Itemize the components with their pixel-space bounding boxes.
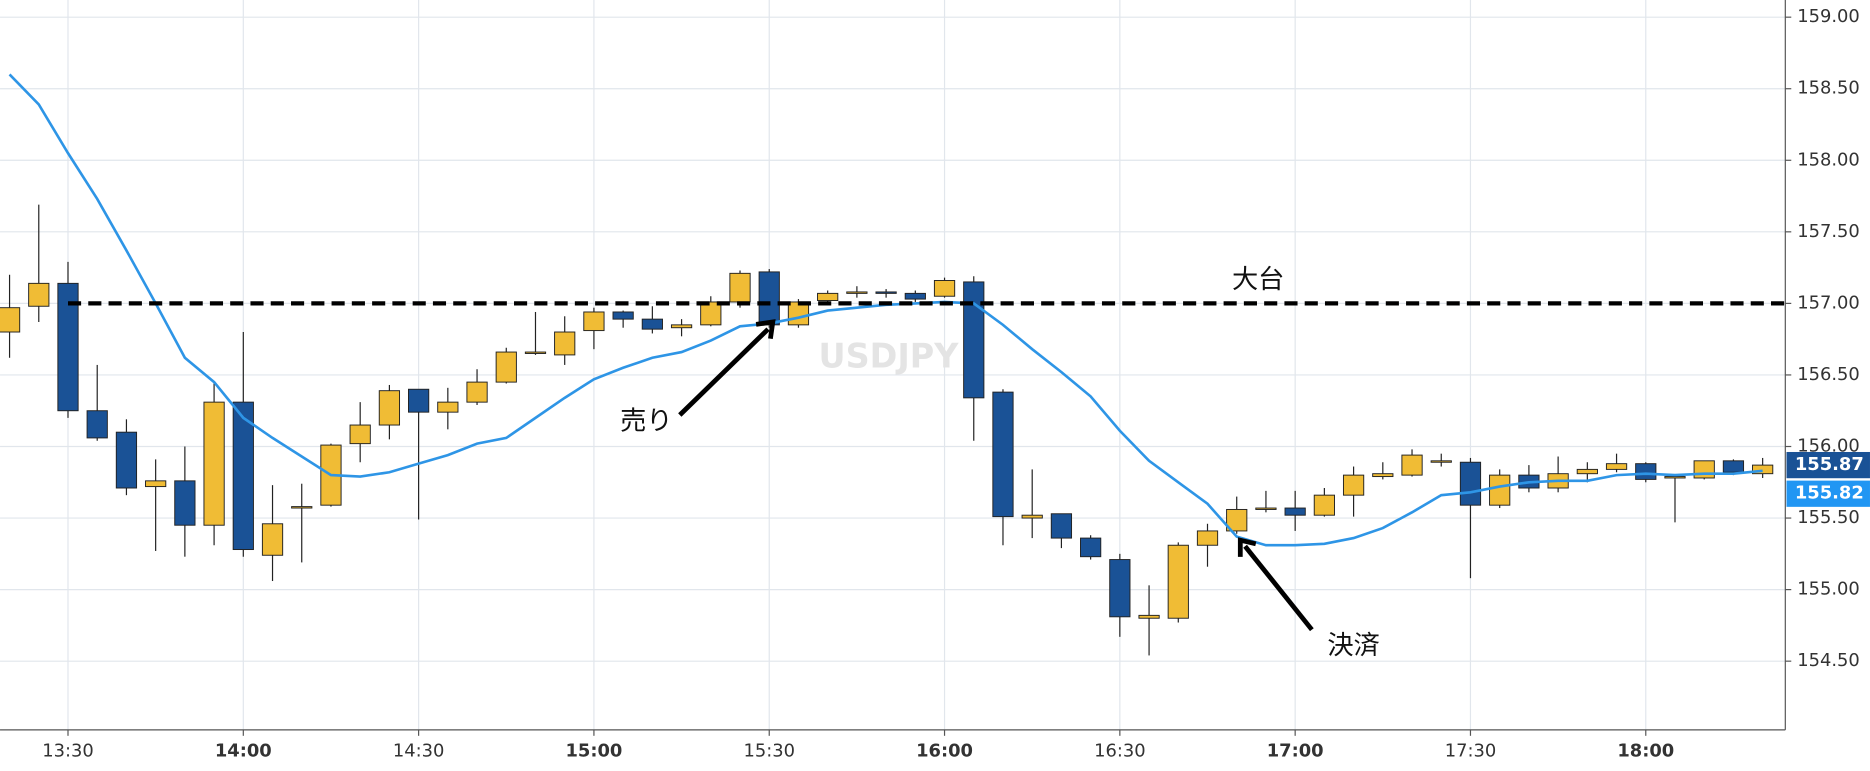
- x-tick-label: 18:00: [1617, 740, 1674, 761]
- x-tick-label: 16:30: [1094, 740, 1146, 761]
- candle-body: [1196, 530, 1219, 546]
- candle-body: [1021, 514, 1043, 519]
- candle-body: [1109, 559, 1131, 618]
- x-tick-label: 15:30: [743, 740, 795, 761]
- candle-body: [1576, 468, 1598, 475]
- candle-body: [203, 401, 225, 526]
- candle-body: [817, 292, 839, 302]
- y-tick-label: 157.00: [1797, 292, 1860, 313]
- candle-body: [554, 331, 576, 356]
- candle-body: [86, 410, 108, 439]
- candle-body: [1693, 460, 1715, 479]
- candle-body: [524, 351, 547, 354]
- x-tick-label: 15:00: [565, 740, 622, 761]
- candle-body: [612, 311, 634, 320]
- candle-body: [1255, 507, 1277, 510]
- annotation: 売り: [620, 407, 672, 437]
- candle-body: [1430, 460, 1452, 463]
- candle-body: [641, 318, 663, 330]
- candle-body: [349, 424, 371, 445]
- candle-body: [261, 523, 284, 556]
- y-tick-label: 158.00: [1797, 149, 1860, 170]
- candle-body: [846, 291, 868, 294]
- candle-body: [1284, 507, 1306, 516]
- candle-body: [1372, 473, 1394, 478]
- candle-body: [1605, 463, 1628, 470]
- y-tick-label: 158.50: [1797, 78, 1860, 99]
- candle-body: [1313, 494, 1335, 516]
- candle-body: [670, 324, 693, 329]
- candle-body: [378, 390, 401, 426]
- y-tick-label: 155.00: [1797, 579, 1860, 600]
- candle-body: [758, 271, 780, 326]
- arrow: [1243, 544, 1314, 632]
- marks: [0, 73, 1786, 656]
- price-tag: [1786, 451, 1870, 479]
- arrowhead: [1237, 537, 1257, 557]
- x-tick-label: 14:30: [393, 740, 445, 761]
- candle-body: [1401, 454, 1423, 476]
- candle-body: [700, 301, 722, 326]
- y-tick-label: 154.50: [1797, 650, 1860, 671]
- x-tick-label: 17:30: [1445, 740, 1497, 761]
- candle-body: [963, 281, 985, 399]
- candle-body: [1459, 461, 1482, 506]
- candle-body: [466, 381, 488, 403]
- x-tick-label: 14:00: [215, 740, 272, 761]
- candle-body: [1138, 614, 1160, 619]
- watermark: USDJPY: [819, 336, 960, 375]
- candle-body: [1664, 476, 1686, 479]
- candle-body: [408, 388, 430, 413]
- candle-body: [1342, 474, 1365, 496]
- y-tick-label: 159.00: [1797, 6, 1860, 27]
- candle-body: [1167, 544, 1189, 619]
- candle-body: [174, 480, 196, 526]
- candle-body: [1080, 537, 1102, 558]
- candle-body: [1722, 460, 1745, 473]
- candle-body: [1050, 513, 1073, 539]
- candle-body: [875, 291, 897, 294]
- candle-body: [904, 292, 926, 300]
- candle-body: [1635, 463, 1657, 480]
- candle-body: [437, 401, 459, 413]
- price-tag: [1786, 480, 1870, 507]
- level-label: 大台: [1232, 265, 1284, 295]
- arrowhead: [755, 319, 776, 340]
- candle-body: [115, 431, 138, 489]
- candle-body: [145, 480, 167, 488]
- candle-body: [232, 401, 254, 551]
- candle-body: [495, 351, 517, 383]
- annotation: 決済: [1327, 631, 1379, 661]
- y-tick-label: 156.50: [1797, 364, 1860, 385]
- candle-body: [0, 307, 21, 333]
- x-tick-label: 13:30: [42, 740, 94, 761]
- candle-body: [57, 282, 79, 412]
- y-tick-label: 155.50: [1797, 507, 1860, 528]
- price-tag-label: 155.82: [1795, 483, 1864, 504]
- candle-body: [1226, 508, 1248, 532]
- y-tick-label: 156.00: [1797, 436, 1860, 457]
- x-tick-label: 17:00: [1267, 740, 1324, 761]
- candle-body: [28, 282, 50, 307]
- price-tag-label: 155.87: [1795, 454, 1864, 475]
- candle-body: [1752, 464, 1774, 475]
- y-tick-label: 157.50: [1797, 221, 1860, 242]
- candle-body: [291, 506, 313, 509]
- x-tick-label: 16:00: [916, 740, 973, 761]
- candle-body: [729, 272, 751, 303]
- candle-body: [992, 391, 1014, 518]
- candle-body: [933, 280, 956, 297]
- candle-body: [1489, 474, 1511, 506]
- candle-body: [583, 311, 605, 332]
- arrow: [678, 327, 770, 417]
